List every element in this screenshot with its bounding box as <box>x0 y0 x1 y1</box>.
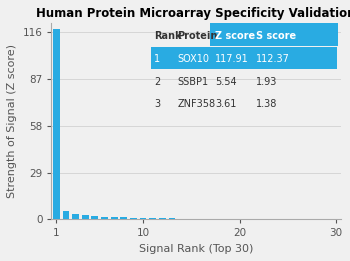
Bar <box>304 219 310 220</box>
Bar <box>178 218 185 220</box>
Text: 1: 1 <box>154 54 160 64</box>
Title: Human Protein Microarray Specificity Validation: Human Protein Microarray Specificity Val… <box>36 7 350 20</box>
Bar <box>285 219 291 220</box>
Text: Z score: Z score <box>215 31 255 41</box>
Text: Rank: Rank <box>154 31 182 41</box>
Bar <box>294 219 301 220</box>
Bar <box>101 217 108 220</box>
Bar <box>236 219 243 220</box>
Bar <box>226 219 233 220</box>
Bar <box>188 219 195 220</box>
Bar <box>82 215 89 220</box>
Bar <box>314 219 320 220</box>
Text: 117.91: 117.91 <box>215 54 249 64</box>
Bar <box>217 219 224 220</box>
Bar <box>91 216 98 220</box>
Text: 5.54: 5.54 <box>215 76 237 87</box>
Text: 2: 2 <box>154 76 160 87</box>
Text: 1.93: 1.93 <box>256 76 277 87</box>
Text: 3: 3 <box>154 99 160 109</box>
Bar <box>275 219 282 220</box>
Text: 1.38: 1.38 <box>256 99 277 109</box>
Text: SSBP1: SSBP1 <box>177 76 209 87</box>
Text: SOX10: SOX10 <box>177 54 209 64</box>
X-axis label: Signal Rank (Top 30): Signal Rank (Top 30) <box>139 244 253 254</box>
Bar <box>120 217 127 220</box>
Bar <box>140 218 147 220</box>
Bar <box>159 218 166 220</box>
Bar <box>53 29 60 220</box>
Bar <box>151 47 337 69</box>
Bar <box>198 219 204 220</box>
Bar <box>207 219 214 220</box>
Bar <box>169 218 175 220</box>
Bar <box>251 23 337 46</box>
Bar <box>246 219 253 220</box>
Text: 112.37: 112.37 <box>256 54 289 64</box>
Text: 3.61: 3.61 <box>215 99 236 109</box>
Bar <box>111 217 118 220</box>
Bar <box>149 218 156 220</box>
Bar <box>265 219 272 220</box>
Bar <box>210 23 255 46</box>
Bar <box>130 218 137 220</box>
Text: Protein: Protein <box>177 31 218 41</box>
Y-axis label: Strength of Signal (Z score): Strength of Signal (Z score) <box>7 44 17 198</box>
Bar <box>256 219 262 220</box>
Bar <box>72 214 79 220</box>
Text: ZNF358: ZNF358 <box>177 99 216 109</box>
Text: S score: S score <box>256 31 296 41</box>
Bar <box>63 211 69 220</box>
